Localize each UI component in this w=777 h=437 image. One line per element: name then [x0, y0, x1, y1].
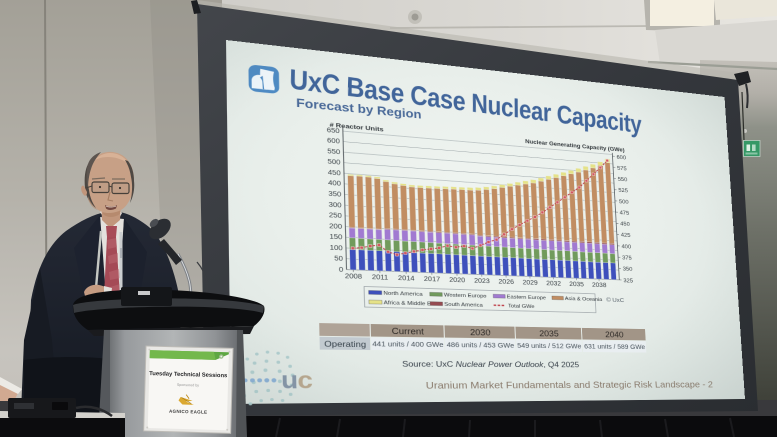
svg-text:Asia & Oceania: Asia & Oceania	[565, 296, 603, 303]
svg-text:600: 600	[327, 137, 341, 146]
svg-text:North America: North America	[383, 291, 423, 298]
svg-text:350: 350	[328, 190, 342, 198]
svg-text:400: 400	[328, 179, 342, 187]
svg-text:150: 150	[329, 233, 343, 241]
svg-text:550: 550	[618, 175, 628, 183]
svg-text:2017: 2017	[424, 275, 441, 283]
svg-text:2029: 2029	[522, 279, 537, 287]
svg-text:2032: 2032	[546, 280, 561, 288]
svg-text:2026: 2026	[498, 278, 514, 286]
svg-text:© UxC: © UxC	[606, 296, 625, 304]
svg-text:u: u	[281, 367, 299, 394]
svg-text:375: 375	[622, 254, 632, 261]
svg-text:0: 0	[339, 266, 344, 274]
svg-text:650: 650	[327, 126, 341, 135]
svg-text:425: 425	[621, 231, 631, 238]
svg-text:600: 600	[616, 153, 626, 161]
svg-text:300: 300	[328, 201, 342, 209]
svg-text:Africa & Middle East: Africa & Middle East	[384, 300, 440, 307]
svg-text:Western Europe: Western Europe	[444, 292, 487, 299]
svg-text:2038: 2038	[592, 281, 607, 289]
svg-text:100: 100	[330, 244, 344, 252]
svg-text:550: 550	[327, 147, 341, 156]
svg-text:475: 475	[619, 209, 629, 216]
svg-text:250: 250	[329, 211, 343, 219]
svg-text:2011: 2011	[372, 273, 389, 281]
svg-text:525: 525	[618, 187, 628, 194]
svg-text:200: 200	[329, 222, 343, 230]
svg-text:AGNICO EAGLE: AGNICO EAGLE	[169, 409, 207, 415]
svg-text:500: 500	[619, 198, 629, 205]
svg-text:450: 450	[620, 220, 630, 227]
svg-text:500: 500	[327, 158, 341, 167]
svg-text:2014: 2014	[398, 274, 415, 282]
svg-text:2020: 2020	[449, 276, 466, 284]
svg-text:50: 50	[334, 255, 343, 263]
svg-text:c: c	[297, 367, 313, 394]
svg-text:2008: 2008	[345, 272, 363, 280]
svg-text:575: 575	[617, 164, 627, 172]
svg-text:2035: 2035	[569, 280, 584, 288]
svg-text:Sponsored by: Sponsored by	[177, 383, 199, 388]
svg-text:Tuesday Technical Sessions: Tuesday Technical Sessions	[149, 371, 227, 379]
svg-text:Total GWe: Total GWe	[508, 304, 535, 310]
svg-text:Eastern Europe: Eastern Europe	[507, 294, 547, 301]
svg-text:2023: 2023	[474, 277, 491, 285]
svg-text:450: 450	[328, 169, 342, 178]
svg-text:400: 400	[621, 243, 631, 250]
svg-text:325: 325	[623, 277, 633, 284]
svg-text:South America: South America	[444, 302, 483, 309]
svg-text:350: 350	[623, 265, 633, 272]
